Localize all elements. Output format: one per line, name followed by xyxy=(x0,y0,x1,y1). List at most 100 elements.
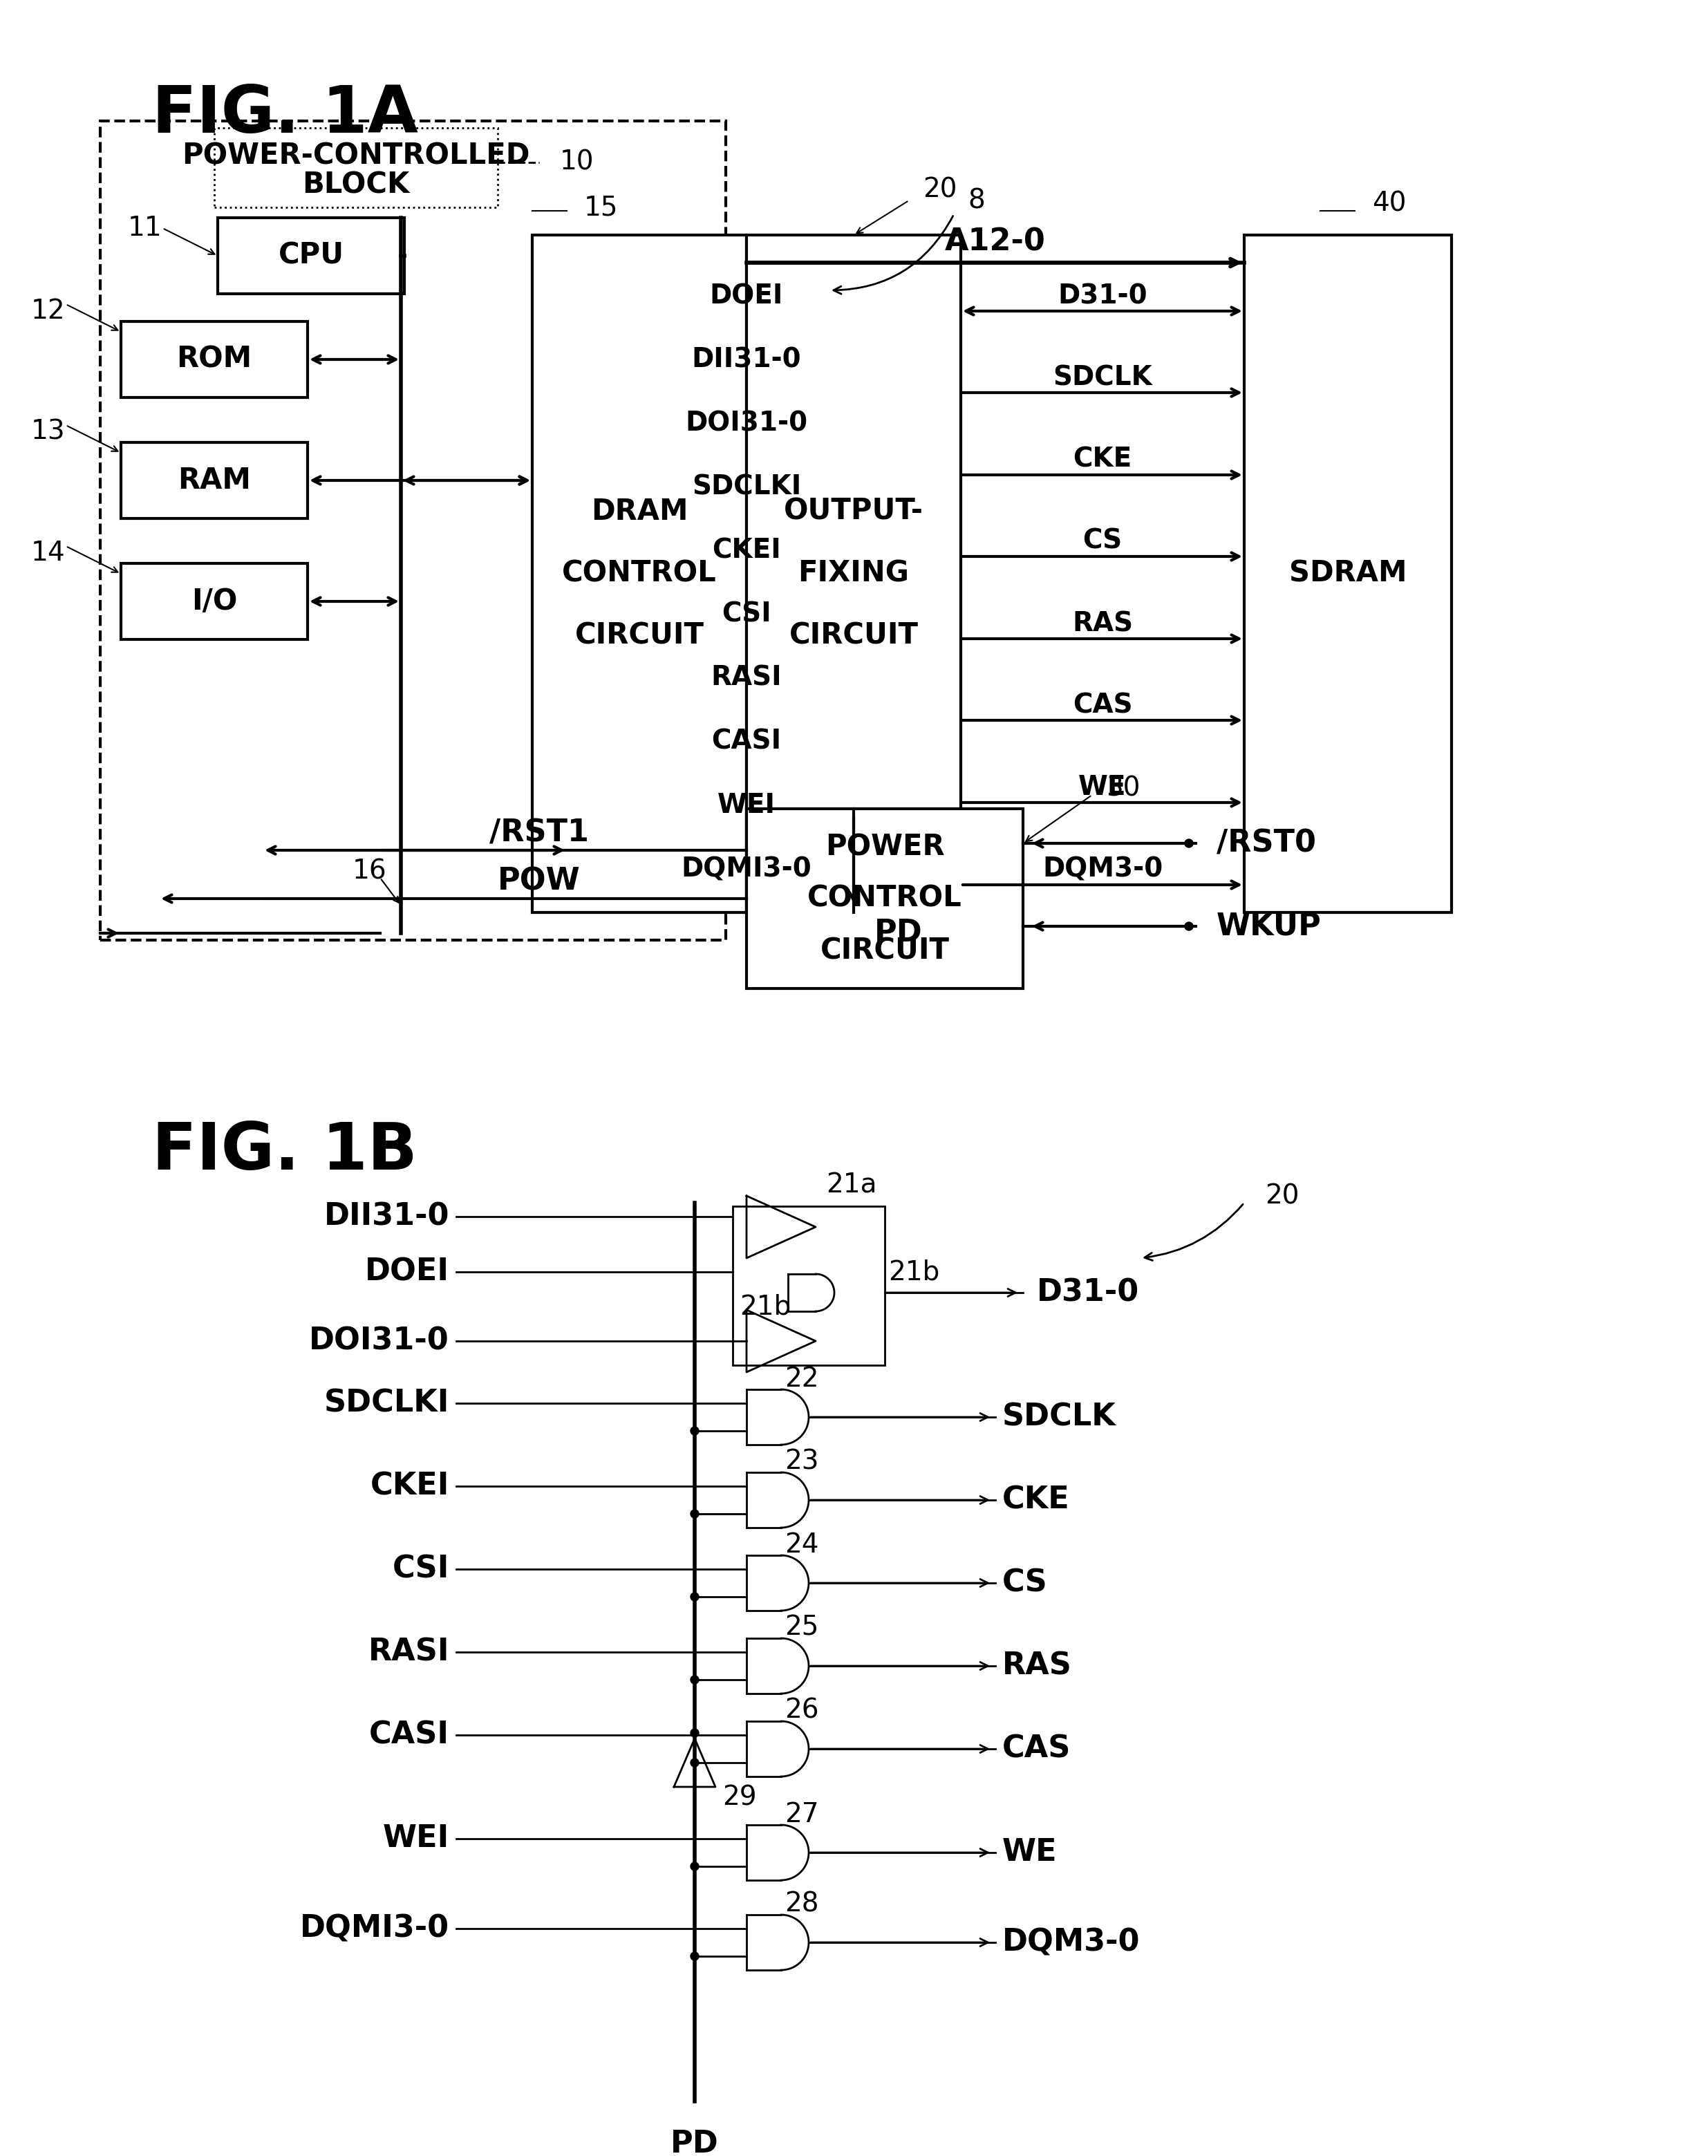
Text: DOEI: DOEI xyxy=(366,1257,449,1287)
Text: FIG. 1B: FIG. 1B xyxy=(152,1119,417,1184)
Circle shape xyxy=(690,1427,699,1436)
Text: 21b: 21b xyxy=(740,1294,791,1319)
Text: DQMI3-0: DQMI3-0 xyxy=(681,856,811,882)
Text: CSI: CSI xyxy=(722,602,772,627)
Text: 20: 20 xyxy=(922,177,956,203)
Text: DQMI3-0: DQMI3-0 xyxy=(301,1915,449,1943)
Bar xyxy=(121,563,307,640)
Text: 13: 13 xyxy=(31,418,65,444)
Text: CS: CS xyxy=(1083,528,1122,554)
Bar xyxy=(101,121,726,940)
Text: 20: 20 xyxy=(1266,1184,1300,1210)
Text: DQM3-0: DQM3-0 xyxy=(1042,856,1163,882)
Circle shape xyxy=(690,1509,699,1518)
Bar xyxy=(746,235,962,912)
Text: DOI31-0: DOI31-0 xyxy=(685,410,808,436)
Text: 25: 25 xyxy=(784,1615,818,1641)
Text: CIRCUIT: CIRCUIT xyxy=(820,936,950,966)
Text: D31-0: D31-0 xyxy=(1037,1279,1139,1307)
Text: 23: 23 xyxy=(784,1449,818,1475)
Text: 27: 27 xyxy=(784,1802,818,1828)
Text: CKEI: CKEI xyxy=(371,1470,449,1501)
Circle shape xyxy=(690,1951,699,1960)
Text: RAS: RAS xyxy=(1003,1651,1073,1682)
Text: POWER: POWER xyxy=(825,832,945,860)
Text: BLOCK: BLOCK xyxy=(302,170,410,201)
Text: CIRCUIT: CIRCUIT xyxy=(789,621,919,651)
Text: 22: 22 xyxy=(784,1367,818,1393)
Text: ROM: ROM xyxy=(176,345,253,373)
Text: FIG. 1A: FIG. 1A xyxy=(152,82,418,147)
Text: CKE: CKE xyxy=(1073,446,1132,472)
Text: 28: 28 xyxy=(784,1891,818,1917)
Text: 40: 40 xyxy=(1372,190,1406,218)
Text: DOEI: DOEI xyxy=(711,282,784,308)
Text: 21a: 21a xyxy=(827,1173,876,1199)
Text: RASI: RASI xyxy=(367,1636,449,1667)
Circle shape xyxy=(1185,839,1194,847)
Text: SDCLK: SDCLK xyxy=(1052,364,1153,390)
Text: I/O: I/O xyxy=(191,586,237,617)
Text: CASI: CASI xyxy=(369,1720,449,1751)
Text: WKUP: WKUP xyxy=(1216,912,1322,942)
Circle shape xyxy=(1185,923,1194,931)
Text: SDRAM: SDRAM xyxy=(1290,558,1407,589)
Circle shape xyxy=(690,1863,699,1871)
Text: A12-0: A12-0 xyxy=(945,226,1045,257)
Text: CONTROL: CONTROL xyxy=(562,558,717,589)
Text: 30: 30 xyxy=(1107,774,1141,802)
Text: RAM: RAM xyxy=(178,466,251,496)
Text: CPU: CPU xyxy=(278,241,343,270)
Text: 8: 8 xyxy=(968,188,986,213)
Text: 10: 10 xyxy=(560,149,594,175)
Text: POW: POW xyxy=(497,867,581,897)
Text: CKEI: CKEI xyxy=(712,537,781,563)
Text: 24: 24 xyxy=(784,1531,818,1559)
Text: WEI: WEI xyxy=(383,1824,449,1854)
Bar xyxy=(1243,235,1452,912)
Text: DII31-0: DII31-0 xyxy=(692,347,801,373)
Text: CASI: CASI xyxy=(712,729,782,755)
Text: WE: WE xyxy=(1078,774,1127,800)
Text: FIXING: FIXING xyxy=(798,558,909,589)
Text: CONTROL: CONTROL xyxy=(808,884,962,914)
Bar xyxy=(533,235,746,912)
Text: SDCLK: SDCLK xyxy=(1003,1401,1115,1432)
Text: WE: WE xyxy=(1003,1837,1057,1867)
Text: DII31-0: DII31-0 xyxy=(325,1201,449,1231)
Text: RASI: RASI xyxy=(711,664,782,692)
Text: 26: 26 xyxy=(784,1697,818,1725)
Text: CAS: CAS xyxy=(1073,692,1132,718)
Circle shape xyxy=(690,1759,699,1766)
Text: 14: 14 xyxy=(31,539,65,567)
Text: PD: PD xyxy=(874,918,922,949)
Text: D31-0: D31-0 xyxy=(1057,282,1148,308)
Text: PD: PD xyxy=(671,2128,719,2156)
Bar xyxy=(121,321,307,397)
Text: DRAM: DRAM xyxy=(591,498,688,526)
Text: CIRCUIT: CIRCUIT xyxy=(576,621,704,651)
Text: DOI31-0: DOI31-0 xyxy=(309,1326,449,1356)
Text: POWER-CONTROLLED: POWER-CONTROLLED xyxy=(183,140,529,170)
Text: CS: CS xyxy=(1003,1567,1047,1598)
Text: RAS: RAS xyxy=(1073,610,1132,636)
Text: SDCLKI: SDCLKI xyxy=(325,1388,449,1419)
Text: /RST1: /RST1 xyxy=(490,817,589,847)
Circle shape xyxy=(690,1729,699,1738)
Text: 11: 11 xyxy=(128,216,162,241)
Text: 15: 15 xyxy=(584,194,618,220)
Bar xyxy=(121,442,307,517)
Text: 16: 16 xyxy=(352,858,388,884)
Bar xyxy=(733,1205,885,1365)
Text: 12: 12 xyxy=(31,298,65,323)
Text: /RST0: /RST0 xyxy=(1216,828,1317,858)
Text: WEI: WEI xyxy=(717,791,775,819)
Circle shape xyxy=(690,1675,699,1684)
Text: 21b: 21b xyxy=(888,1259,939,1285)
Text: CKE: CKE xyxy=(1003,1485,1069,1516)
Text: CAS: CAS xyxy=(1003,1733,1071,1764)
Text: SDCLKI: SDCLKI xyxy=(692,474,801,500)
Text: DQM3-0: DQM3-0 xyxy=(1003,1927,1141,1958)
Bar xyxy=(217,218,405,293)
Text: CSI: CSI xyxy=(393,1554,449,1585)
